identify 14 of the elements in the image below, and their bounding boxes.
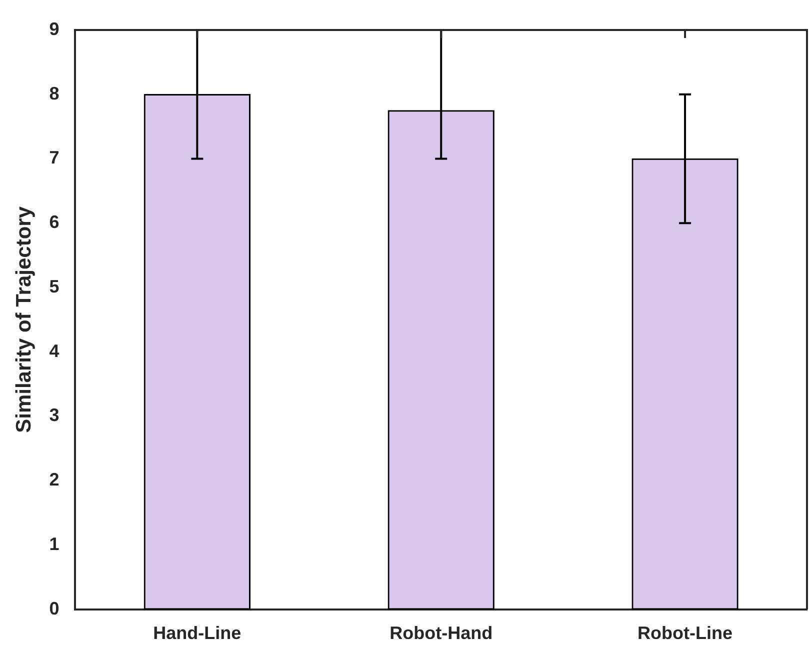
- y-tick-label: 8: [49, 83, 60, 104]
- y-tick-label: 4: [49, 340, 60, 361]
- y-tick-label: 2: [49, 470, 60, 490]
- y-tick-label: 5: [49, 276, 60, 296]
- y-tick-label: 6: [49, 212, 60, 232]
- x-tick-label: Robot-Hand: [390, 623, 493, 644]
- y-axis-title: Similarity of Trajectory: [12, 206, 36, 433]
- x-tick-label: Robot-Line: [638, 623, 733, 644]
- y-tick-label: 9: [49, 18, 60, 39]
- y-tick-label: 1: [49, 534, 60, 554]
- y-tick-label: 7: [49, 148, 60, 168]
- y-tick-label: 3: [49, 405, 60, 426]
- x-tick-label: Hand-Line: [153, 623, 242, 644]
- y-tick-label: 0: [49, 598, 60, 618]
